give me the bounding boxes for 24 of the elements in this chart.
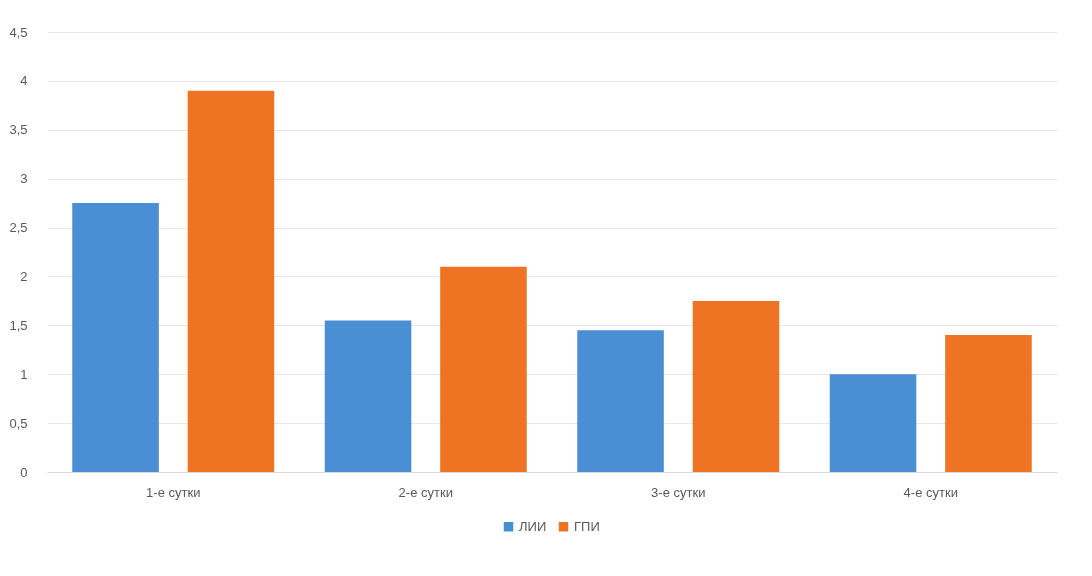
bar bbox=[577, 330, 664, 472]
bar bbox=[945, 335, 1032, 472]
y-tick-label: 3,5 bbox=[9, 122, 28, 138]
y-tick-label: 1,5 bbox=[9, 317, 28, 333]
y-tick-label: 2,5 bbox=[9, 220, 28, 236]
bar bbox=[72, 203, 159, 472]
x-tick-label: 1-е сутки bbox=[146, 484, 201, 500]
y-tick-label: 0,5 bbox=[9, 415, 28, 431]
x-tick-label: 2-е сутки bbox=[398, 484, 453, 500]
y-tick-label: 4 bbox=[20, 73, 28, 89]
y-tick-label: 0 bbox=[20, 464, 28, 480]
bar bbox=[440, 266, 527, 472]
x-tick-label: 3-е сутки bbox=[651, 484, 706, 500]
legend-label: ГПИ bbox=[574, 518, 600, 534]
x-tick-label: 4-е сутки bbox=[903, 484, 958, 500]
bar bbox=[692, 300, 780, 472]
y-tick-label: 1 bbox=[20, 366, 28, 382]
bar bbox=[324, 320, 412, 472]
bar bbox=[187, 90, 275, 472]
bar bbox=[829, 374, 917, 472]
y-tick-label: 3 bbox=[20, 171, 28, 187]
y-tick-label: 4,5 bbox=[9, 24, 28, 40]
legend-label: ЛИИ bbox=[519, 518, 547, 534]
y-tick-label: 2 bbox=[20, 268, 28, 284]
